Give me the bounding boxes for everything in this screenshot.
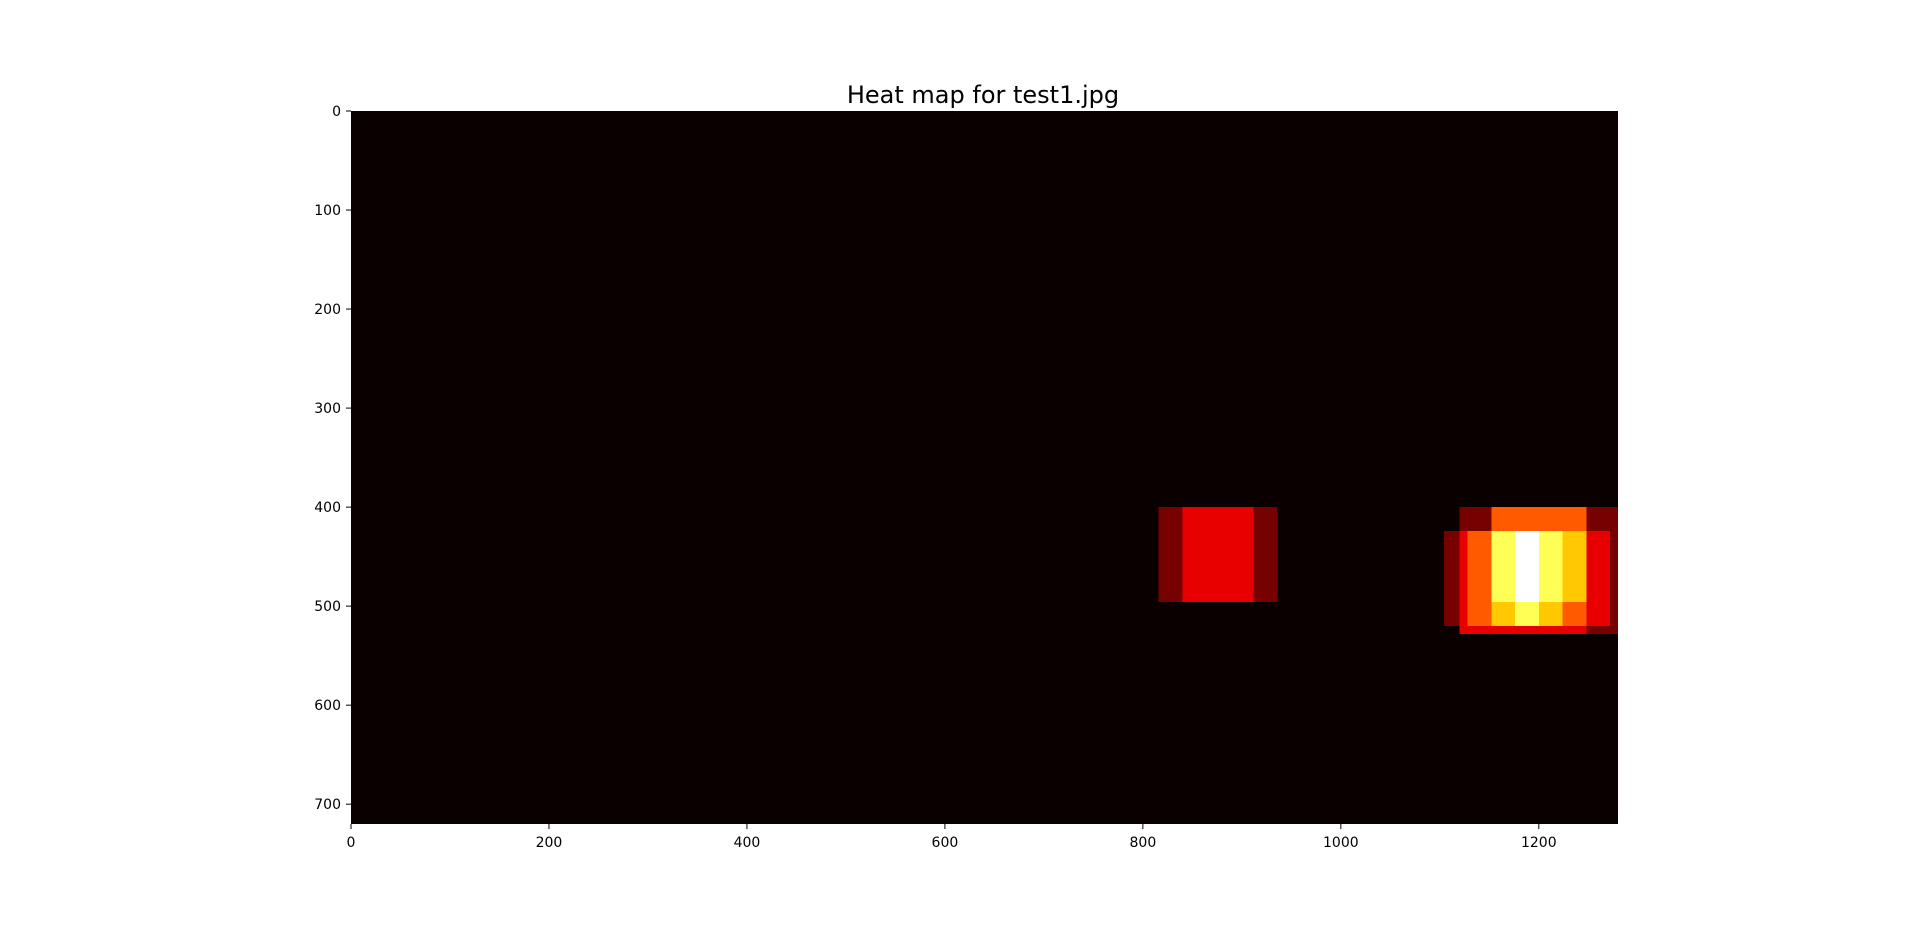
heat-cell-13 <box>1491 602 1516 626</box>
heat-cell-1 <box>1182 507 1254 603</box>
x-tick-label-0: 0 <box>347 835 356 851</box>
y-tick-label-5: 500 <box>314 599 341 615</box>
y-tick-label-6: 600 <box>314 698 341 714</box>
heat-cell-10 <box>1515 530 1539 603</box>
heat-cell-11 <box>1538 530 1563 603</box>
heat-cell-15 <box>1538 602 1563 626</box>
heat-cell-12 <box>1562 530 1587 603</box>
x-tick-label-2: 400 <box>734 835 761 851</box>
heat-cell-6 <box>1443 530 1460 626</box>
heat-cell-14 <box>1515 602 1539 626</box>
heat-cell-2 <box>1253 507 1278 603</box>
heat-cell-17 <box>1586 530 1611 626</box>
heat-cell-9 <box>1491 530 1516 603</box>
x-tick-label-4: 800 <box>1130 835 1157 851</box>
heatmap-background <box>351 111 1618 824</box>
x-tick-label-3: 600 <box>932 835 959 851</box>
x-axis: 0 200 400 600 800 1000 1200 <box>347 824 1557 851</box>
x-tick-label-1: 200 <box>536 835 563 851</box>
heat-cell-7 <box>1459 530 1468 626</box>
chart-title: Heat map for test1.jpg <box>847 81 1119 109</box>
heat-cell-8 <box>1467 530 1492 626</box>
y-tick-label-4: 400 <box>314 500 341 516</box>
heat-cell-4 <box>1491 507 1587 531</box>
heat-cell-3 <box>1459 507 1492 531</box>
x-tick-label-5: 1000 <box>1323 835 1359 851</box>
y-tick-label-3: 300 <box>314 401 341 417</box>
y-tick-label-1: 100 <box>314 203 341 219</box>
heat-cell-18 <box>1610 530 1618 634</box>
y-tick-label-7: 700 <box>314 797 341 813</box>
heat-cell-19 <box>1459 625 1587 634</box>
heat-cell-16 <box>1562 602 1587 626</box>
plot-area <box>351 111 1618 824</box>
x-tick-label-6: 1200 <box>1521 835 1557 851</box>
y-axis: 0 100 200 300 400 500 600 700 <box>314 104 351 813</box>
y-tick-label-2: 200 <box>314 302 341 318</box>
y-tick-label-0: 0 <box>332 104 341 120</box>
heat-cell-0 <box>1158 507 1183 603</box>
heat-cell-20 <box>1586 625 1611 634</box>
heat-cell-5 <box>1586 507 1618 531</box>
